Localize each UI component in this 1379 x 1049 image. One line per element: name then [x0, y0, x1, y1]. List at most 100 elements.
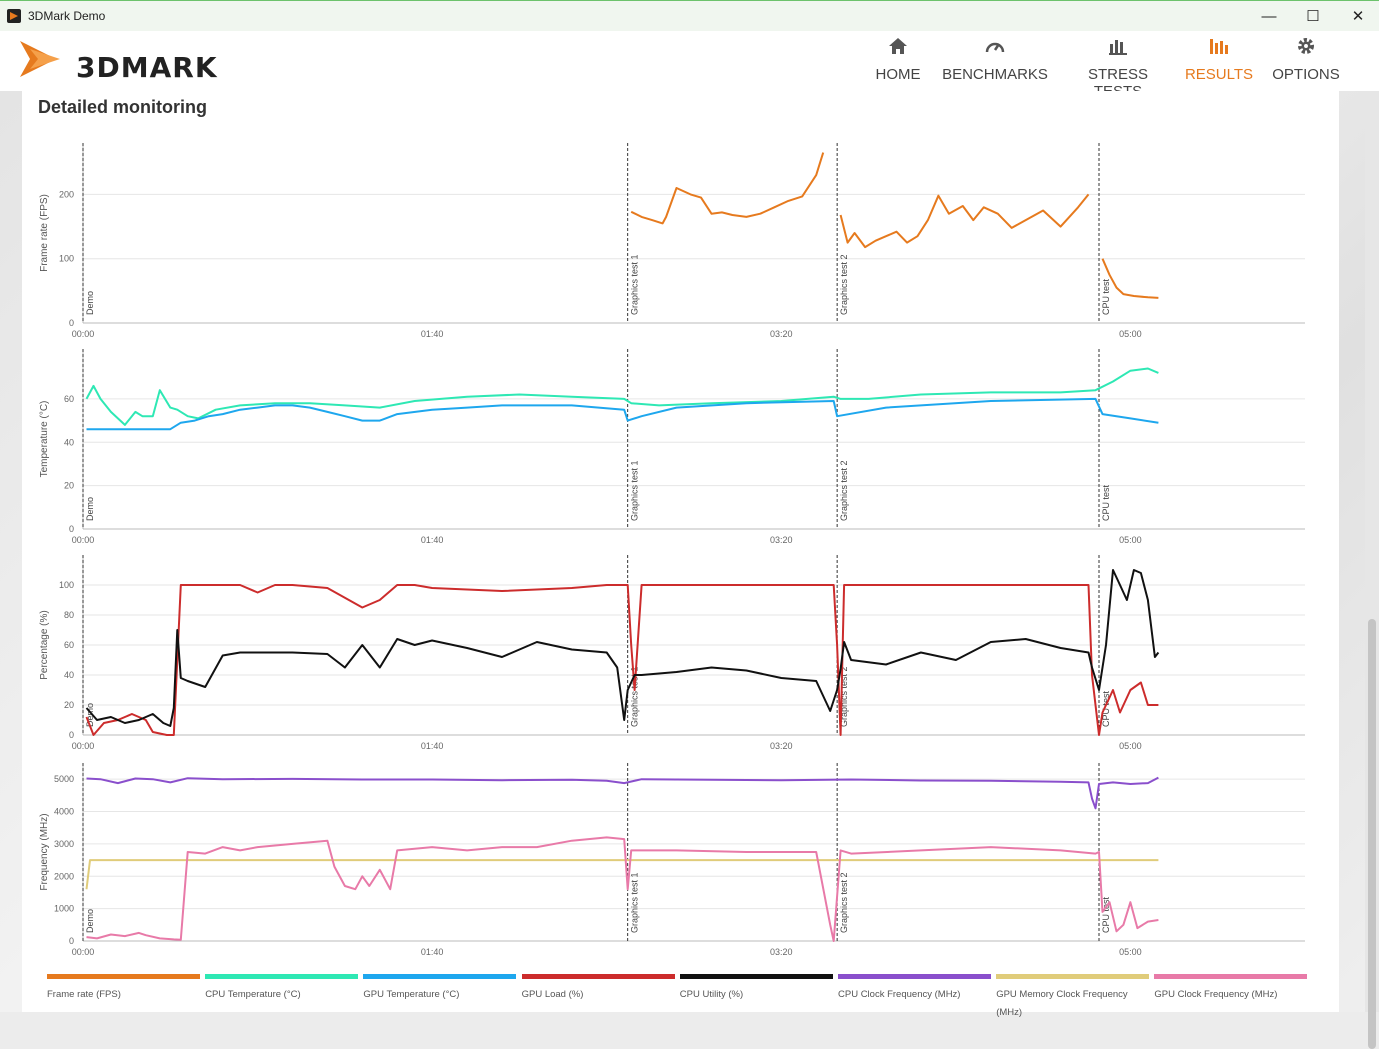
y-tick-label: 0 — [69, 318, 74, 328]
y-tick-label: 0 — [69, 936, 74, 946]
series-line — [86, 776, 1159, 810]
test-marker-label: Graphics test 1 — [630, 666, 640, 727]
legend-label: GPU Memory Clock Frequency (MHz) — [996, 989, 1128, 1018]
y-tick-label: 60 — [64, 394, 74, 404]
test-marker-label: CPU test — [1101, 278, 1111, 315]
test-marker-label: Graphics test 2 — [839, 666, 849, 727]
nav-options-label: OPTIONS — [1272, 66, 1340, 83]
minimize-button[interactable]: — — [1261, 8, 1277, 25]
y-tick-label: 80 — [64, 610, 74, 620]
series-line — [839, 193, 1090, 249]
legend-item[interactable]: GPU Memory Clock Frequency (MHz) — [996, 974, 1150, 1018]
nav-benchmarks-label: BENCHMARKS — [942, 66, 1048, 83]
logo-flame-icon — [20, 41, 60, 77]
nav-results[interactable]: RESULTS — [1184, 31, 1254, 91]
test-marker-label: Demo — [85, 909, 95, 933]
legend-label: GPU Clock Frequency (MHz) — [1154, 989, 1278, 1000]
legend-label: CPU Temperature (°C) — [205, 989, 301, 1000]
series-line — [85, 859, 1159, 890]
y-axis-label: Frequency (MHz) — [39, 813, 50, 890]
series-line — [86, 397, 1159, 431]
nav-home-label: HOME — [875, 66, 921, 83]
legend-label: CPU Utility (%) — [679, 989, 744, 1000]
legend-item[interactable]: CPU Clock Frequency (MHz) — [838, 974, 991, 1014]
x-tick-label: 01:40 — [421, 329, 444, 339]
series-line — [1101, 258, 1159, 299]
y-tick-label: 0 — [69, 524, 74, 534]
y-tick-label: 0 — [69, 730, 74, 740]
gear-icon — [1298, 38, 1314, 54]
x-tick-label: 03:20 — [770, 741, 793, 751]
brand-logo[interactable]: 3DMARK — [16, 37, 217, 84]
results-icon — [1210, 39, 1228, 54]
y-axis-label: Temperature (°C) — [39, 401, 50, 478]
y-tick-label: 20 — [64, 700, 74, 710]
nav-options[interactable]: OPTIONS — [1268, 31, 1344, 91]
y-tick-label: 40 — [64, 670, 74, 680]
maximize-button[interactable]: ☐ — [1306, 8, 1320, 25]
x-tick-label: 05:00 — [1119, 947, 1142, 957]
title-bar: 3DMark Demo — ☐ ✕ — [0, 0, 1379, 31]
y-tick-label: 3000 — [54, 839, 74, 849]
x-tick-label: 01:40 — [421, 947, 444, 957]
legend-item[interactable]: CPU Temperature (°C) — [205, 974, 359, 1014]
legend-label: Frame rate (FPS) — [47, 989, 121, 1000]
x-tick-label: 01:40 — [421, 535, 444, 545]
legend-item[interactable]: Frame rate (FPS) — [47, 974, 200, 1014]
window-title: 3DMark Demo — [28, 9, 106, 23]
y-tick-label: 100 — [59, 254, 74, 264]
test-marker-label: CPU test — [1101, 896, 1111, 933]
legend-item[interactable]: GPU Load (%) — [521, 974, 675, 1014]
test-marker-label: Demo — [85, 703, 95, 727]
x-tick-label: 00:00 — [72, 329, 95, 339]
series-line — [85, 367, 1159, 426]
test-marker-label: Graphics test 1 — [630, 872, 640, 933]
x-tick-label: 05:00 — [1119, 741, 1142, 751]
close-button[interactable]: ✕ — [1351, 8, 1365, 25]
legend-swatch — [1154, 974, 1308, 979]
y-tick-label: 20 — [64, 481, 74, 491]
nav-results-label: RESULTS — [1184, 66, 1254, 83]
y-axis-label: Percentage (%) — [39, 610, 50, 679]
legend-label: GPU Temperature (°C) — [363, 989, 460, 1000]
test-marker-label: CPU test — [1101, 690, 1111, 727]
y-tick-label: 60 — [64, 640, 74, 650]
series-line — [630, 152, 825, 225]
test-marker-label: Demo — [85, 291, 95, 315]
x-tick-label: 03:20 — [770, 535, 793, 545]
y-tick-label: 40 — [64, 437, 74, 447]
legend-swatch — [521, 974, 675, 979]
legend-swatch — [205, 974, 359, 979]
bars-icon — [1109, 40, 1127, 55]
y-axis-label: Frame rate (FPS) — [39, 194, 50, 272]
legend-swatch — [679, 974, 833, 979]
nav-benchmarks[interactable]: BENCHMARKS — [940, 31, 1050, 91]
legend-item[interactable]: CPU Utility (%) — [679, 974, 833, 1014]
results-panel — [22, 91, 1339, 1012]
x-tick-label: 00:00 — [72, 741, 95, 751]
x-tick-label: 05:00 — [1119, 329, 1142, 339]
test-marker-label: Graphics test 2 — [839, 254, 849, 315]
test-marker-label: Demo — [85, 497, 95, 521]
nav-home[interactable]: HOME — [870, 31, 926, 91]
test-marker-label: Graphics test 2 — [839, 872, 849, 933]
app-icon — [7, 9, 21, 23]
legend-swatch — [363, 974, 517, 979]
scrollbar[interactable] — [1365, 91, 1379, 1049]
legend-swatch — [838, 974, 991, 979]
y-tick-label: 2000 — [54, 871, 74, 881]
x-tick-label: 05:00 — [1119, 535, 1142, 545]
y-tick-label: 4000 — [54, 807, 74, 817]
y-tick-label: 200 — [59, 189, 74, 199]
x-tick-label: 00:00 — [72, 535, 95, 545]
legend-item[interactable]: GPU Clock Frequency (MHz) — [1154, 974, 1308, 1014]
legend-item[interactable]: GPU Temperature (°C) — [363, 974, 517, 1014]
test-marker-label: Graphics test 2 — [839, 460, 849, 521]
scrollbar-thumb[interactable] — [1368, 619, 1376, 1049]
x-tick-label: 00:00 — [72, 947, 95, 957]
legend-label: GPU Load (%) — [521, 989, 584, 1000]
app-header: 3DMARK HOME BENCHMARKS STRESS TESTS RESU… — [0, 31, 1379, 100]
series-line — [85, 584, 1159, 736]
x-tick-label: 03:20 — [770, 947, 793, 957]
